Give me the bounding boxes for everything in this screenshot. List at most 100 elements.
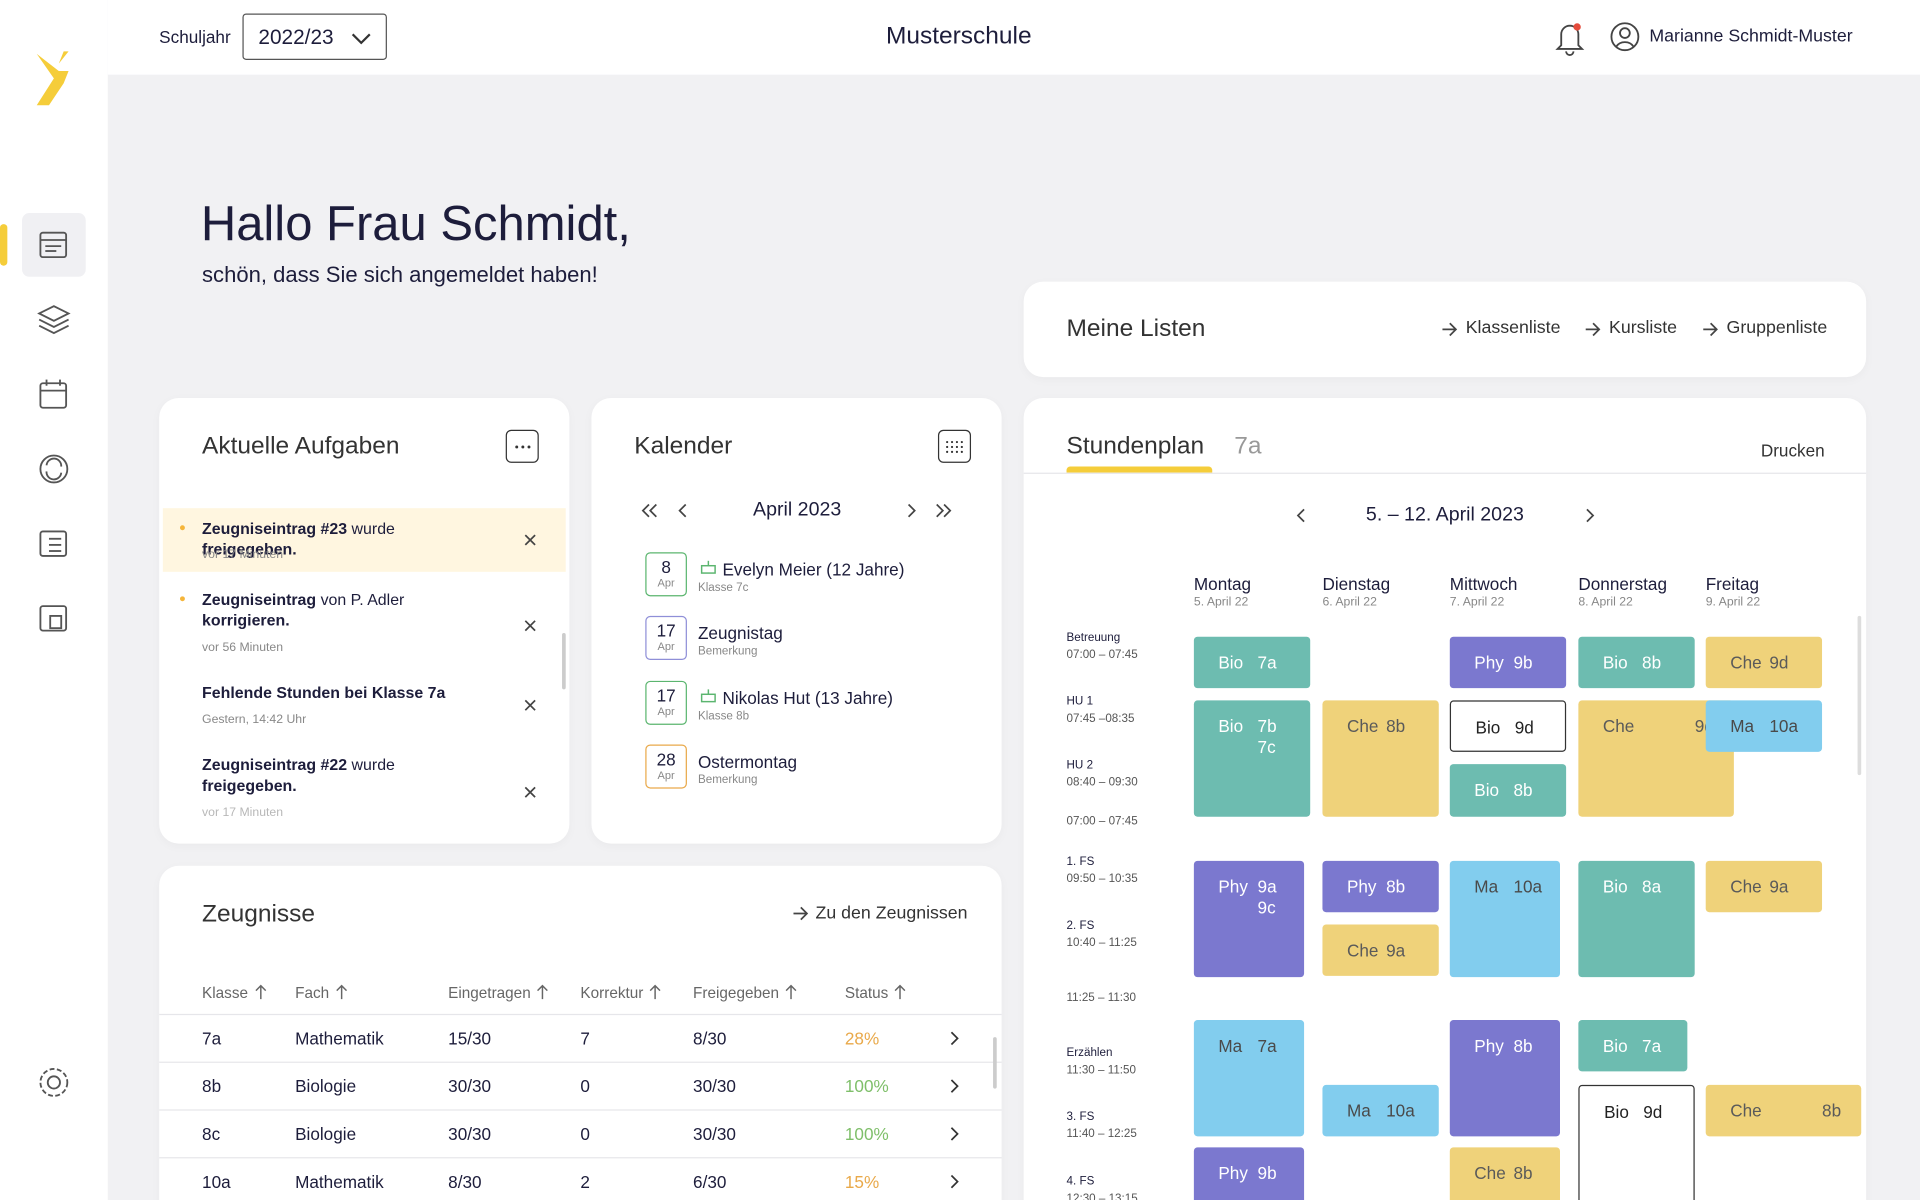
sort-icon[interactable] [785,984,797,1000]
reports-link[interactable]: Zu den Zeugnissen [815,903,968,924]
lesson-subject: Bio [1602,1035,1628,1056]
lesson[interactable]: Bio 8a [1578,860,1695,978]
row-open[interactable] [948,1078,963,1095]
slot-name: 3. FS [1066,1110,1095,1124]
slot-time: 07:00 – 07:45 [1066,648,1138,662]
list-link[interactable]: Klassenliste [1465,318,1561,338]
badge-day: 17 [656,685,676,705]
badge-month: Apr [657,640,675,654]
sort-icon[interactable] [649,984,661,1000]
slot-name: Erzählen [1066,1046,1113,1060]
column-header[interactable]: Eingetragen [448,984,531,1002]
lesson[interactable]: Che 8b [1322,700,1439,817]
task-close[interactable] [523,785,538,800]
task-close[interactable] [523,698,538,713]
row-open[interactable] [948,1173,963,1190]
unread-dot [180,596,185,602]
user-icon[interactable] [1610,21,1647,58]
day-date: 7. April 22 [1449,595,1505,610]
task-time: vor 56 Minuten [202,641,284,655]
sort-icon[interactable] [336,984,348,1000]
tab-underline [1066,466,1213,473]
table-cell: 8/30 [693,1028,727,1049]
lesson-subject: Bio [1218,716,1244,736]
lesson-class: 8b [1642,652,1662,673]
table-cell: 30/30 [448,1124,492,1144]
school-year-label: Schuljahr [159,26,231,47]
lesson[interactable]: Bio 9d [1449,700,1567,752]
table-cell: 7 [580,1028,590,1049]
lesson-class: 10a [1513,876,1543,897]
slot-name: Betreuung [1066,631,1121,645]
lesson-subject: Ma [1218,1035,1243,1056]
table-cell: 8/30 [448,1171,482,1192]
day-date: 9. April 22 [1705,595,1761,610]
lesson[interactable]: Phy 9b [1449,636,1567,689]
lesson[interactable]: Che 9a [1322,924,1439,976]
sidebar [0,0,108,1200]
week-prev[interactable] [1294,507,1309,524]
column-header[interactable]: Freigegeben [693,984,780,1002]
calendar-last[interactable] [936,502,953,519]
row-open[interactable] [948,1125,963,1142]
lesson[interactable]: Phy 8b [1322,860,1439,913]
table-cell: Biologie [295,1124,357,1144]
notification-icon[interactable] [1553,20,1590,57]
slot-time: 07:45 –08:35 [1066,712,1135,726]
lesson[interactable]: Che 9d [1705,636,1823,689]
calendar-grid-button[interactable] [937,429,972,464]
lesson[interactable]: Bio 8b [1449,764,1567,817]
lesson-class: 10a [1386,1100,1415,1121]
slot-time: 11:40 – 12:25 [1066,1127,1137,1141]
day-date: 8. April 22 [1578,595,1633,610]
list-link[interactable]: Gruppenliste [1726,318,1828,338]
lesson[interactable]: Bio 7a [1578,1020,1688,1072]
lesson[interactable]: Ma 7a [1193,1020,1305,1137]
lesson[interactable]: Phy 8b [1449,1020,1560,1137]
lesson-class: 9d [1514,717,1534,738]
list-link[interactable]: Kursliste [1608,318,1678,338]
lesson[interactable]: Bio 9d [1578,1084,1695,1200]
sort-icon[interactable] [536,984,548,1000]
print-button[interactable]: Drucken [1760,440,1825,461]
lesson[interactable]: Phy 9a 9c [1193,860,1305,978]
table-cell: 10a [202,1171,231,1192]
lesson[interactable]: Ma 10a [1449,860,1560,978]
day-date: 6. April 22 [1322,595,1377,610]
slot-time: 11:25 – 11:30 [1066,991,1136,1005]
column-header[interactable]: Klasse [202,984,248,1002]
lesson-subject: Che [1602,716,1635,736]
school-year-select[interactable]: 2022/23 [242,13,387,61]
slot-time: 09:50 – 10:35 [1066,872,1138,886]
column-header[interactable]: Korrektur [580,984,644,1002]
lesson[interactable]: Che 8b [1449,1147,1560,1200]
date-badge: 17 Apr [645,680,687,725]
lesson[interactable]: Che 9a [1705,860,1823,913]
lesson[interactable]: Bio 7b 7c [1193,700,1311,817]
calendar-next[interactable] [905,502,920,519]
lesson[interactable]: Ma 10a [1705,700,1823,752]
lesson[interactable]: Bio 8b [1578,636,1695,689]
task-close[interactable] [523,533,538,548]
column-header[interactable]: Fach [295,984,330,1002]
week-next[interactable] [1583,507,1598,524]
sort-icon[interactable] [894,984,906,1000]
lesson[interactable]: Che 8b [1705,1084,1862,1137]
dropdown-icon [351,33,371,45]
tasks-menu[interactable] [505,429,540,464]
task-close[interactable] [523,618,538,633]
calendar-first[interactable] [641,502,659,519]
birthday-icon [700,560,716,574]
event-sub: Klasse 7c [697,581,749,595]
user-name[interactable]: Marianne Schmidt-Muster [1649,26,1853,47]
lesson-class: 9c [1257,897,1276,918]
row-open[interactable] [948,1030,963,1047]
lesson[interactable]: Phy 9b [1193,1147,1305,1200]
lesson[interactable]: Bio 7a [1193,636,1311,689]
calendar-prev[interactable] [676,502,691,519]
date-badge: 8 Apr [645,552,687,597]
lesson[interactable]: Ma 10a [1322,1084,1439,1137]
column-header[interactable]: Status [844,984,889,1002]
sort-icon[interactable] [255,984,267,1000]
